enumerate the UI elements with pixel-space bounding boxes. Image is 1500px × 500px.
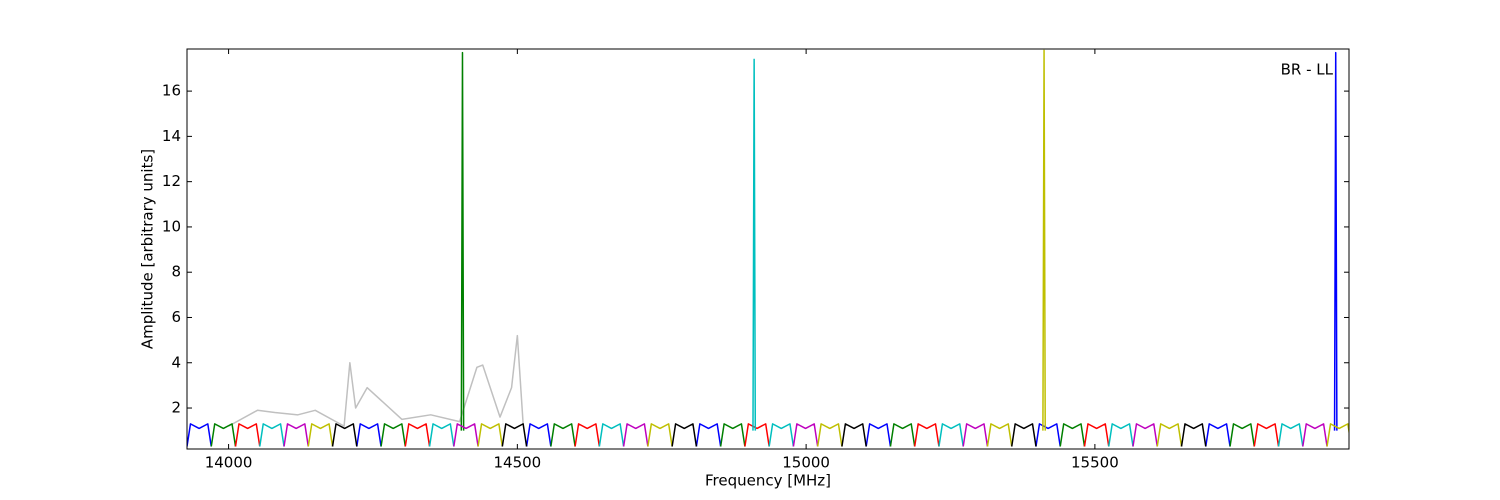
x-tick-label: 15500	[1071, 454, 1119, 472]
spectrum-line	[307, 49, 1349, 447]
spectrum-line	[187, 51, 1338, 447]
y-tick-label: 8	[171, 263, 181, 281]
y-tick-label: 4	[171, 353, 181, 371]
spectrum-line	[234, 423, 1280, 447]
y-tick-label: 10	[162, 217, 181, 235]
spectrum-line	[210, 51, 1256, 447]
y-tick-label: 12	[162, 172, 181, 190]
plot-area	[187, 49, 1349, 447]
spectrum-line	[259, 58, 1304, 447]
x-tick-label: 15000	[782, 454, 830, 472]
x-axis-label: Frequency [MHz]	[705, 472, 831, 490]
y-tick-label: 16	[162, 82, 181, 100]
y-tick-label: 6	[171, 308, 181, 326]
x-tick-label: 14500	[493, 454, 541, 472]
spectrum-line	[228, 334, 524, 427]
y-tick-label: 14	[162, 127, 181, 145]
plot-frame	[186, 48, 1350, 450]
spectrum-line	[283, 423, 1328, 447]
y-axis-label: Amplitude [arbitrary units]	[139, 149, 157, 349]
spectrum-line	[331, 423, 1207, 447]
x-tick-label: 14000	[205, 454, 253, 472]
y-tick-label: 2	[171, 399, 181, 417]
annotation: BR - LL	[1281, 61, 1334, 79]
